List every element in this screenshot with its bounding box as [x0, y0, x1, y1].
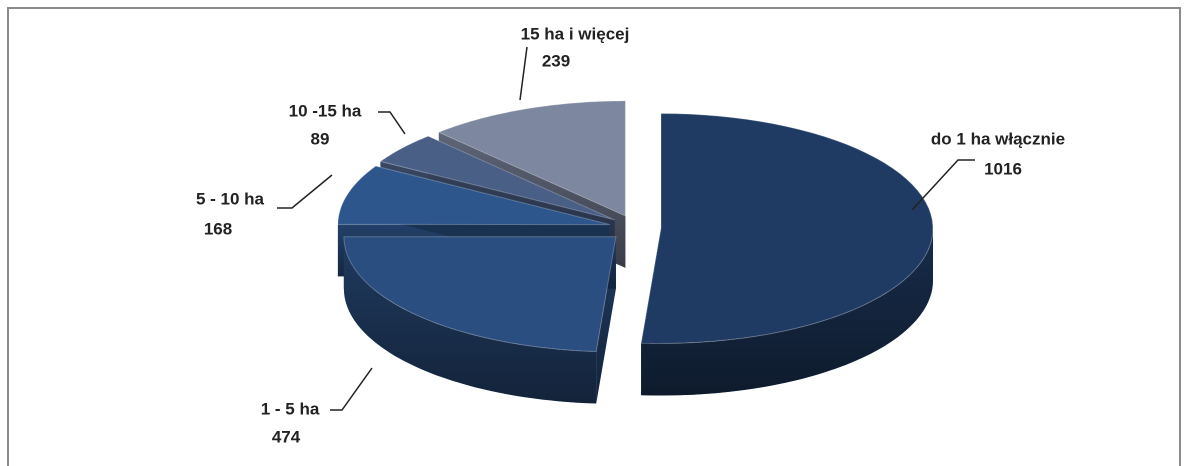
slice-label: 15 ha i więcej [521, 24, 630, 43]
value-label: 474 [272, 427, 301, 446]
leader-line [911, 159, 975, 211]
slice [343, 236, 617, 353]
slice-label: 1 - 5 ha [261, 399, 320, 418]
leader-line [330, 367, 373, 411]
slice [437, 100, 626, 217]
value-label: 239 [542, 51, 570, 70]
value-label: 168 [204, 219, 232, 238]
slice-label: 5 - 10 ha [196, 189, 265, 208]
slice-label: 10 -15 ha [289, 101, 362, 120]
leader-line [277, 174, 333, 209]
slice-side-shade [343, 236, 597, 404]
slice [640, 112, 934, 345]
slice [379, 135, 615, 221]
slice-label: do 1 ha włącznie [931, 129, 1065, 148]
value-label: 89 [311, 129, 330, 148]
leader-line [378, 111, 406, 135]
slice [337, 165, 611, 226]
frame [7, 7, 1181, 466]
slice-side-shade [641, 228, 933, 396]
leader-line [519, 46, 528, 101]
value-label: 1016 [984, 159, 1022, 178]
